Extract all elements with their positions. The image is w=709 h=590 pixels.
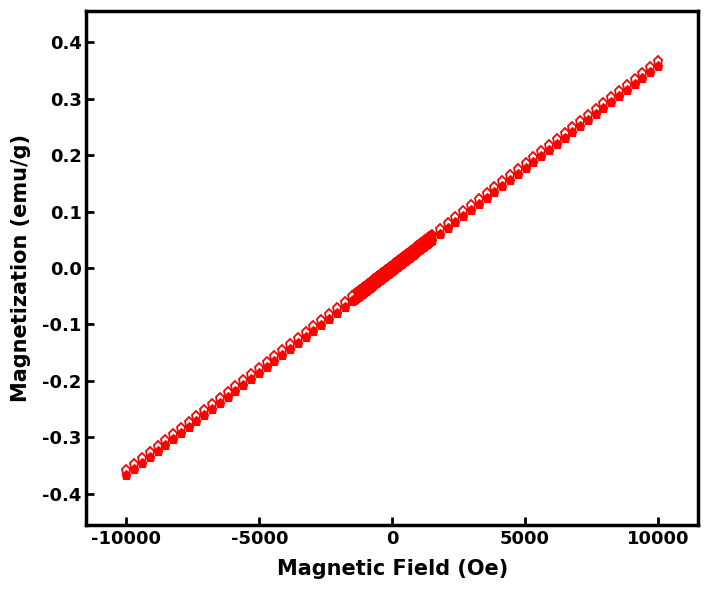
Y-axis label: Magnetization (emu/g): Magnetization (emu/g) (11, 134, 31, 402)
X-axis label: Magnetic Field (Oe): Magnetic Field (Oe) (277, 559, 508, 579)
